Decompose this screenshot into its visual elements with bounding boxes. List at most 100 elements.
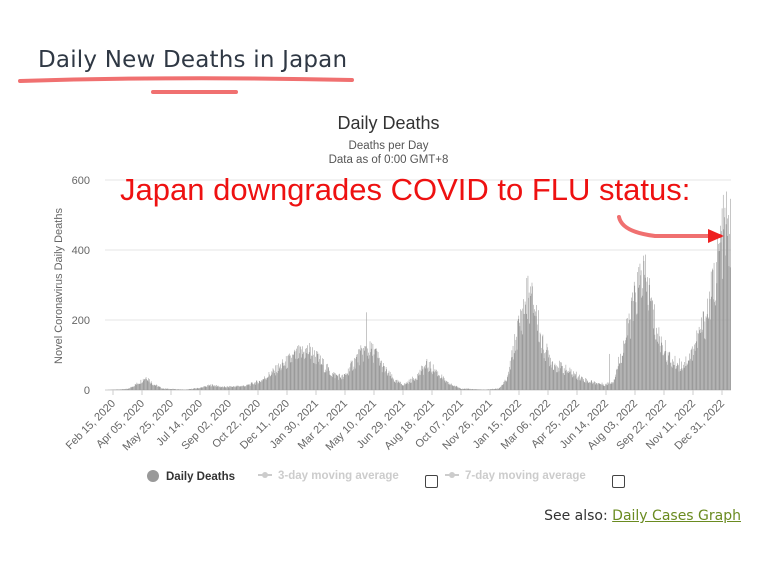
bar [605,383,607,390]
bar [634,285,636,390]
bar [534,315,536,390]
bar [514,334,516,390]
bar [160,388,162,390]
bar [503,384,504,390]
page-title: Daily New Deaths in Japan [38,47,348,73]
bar [404,384,406,390]
bar [145,378,146,390]
bar [256,380,257,390]
bar [326,371,328,390]
bar [152,384,154,390]
bar [682,368,684,390]
bar [470,388,471,390]
bar [408,384,409,390]
bar [690,358,691,390]
bar [468,388,470,390]
bar [491,389,493,390]
bar [452,385,454,390]
legend-item-7-day-average[interactable]: 7-day moving average [445,470,586,482]
bar [650,301,651,390]
bar [658,343,659,390]
bar [263,379,265,390]
bar [331,377,333,390]
bar [179,389,180,390]
bar [146,379,147,390]
bar [339,377,341,390]
bar [194,388,196,390]
bar [168,389,169,390]
bar [607,385,609,390]
legend-item-daily-deaths[interactable]: Daily Deaths [147,470,235,483]
bar [622,355,624,390]
bar [561,362,562,390]
bar [137,383,138,390]
bar [347,368,349,390]
bar [127,388,128,390]
bar [172,389,174,390]
bar [493,389,494,390]
bar [508,371,509,390]
bar [400,383,402,390]
bar [140,383,141,390]
bar [543,349,544,390]
bar [629,338,631,390]
legend-item-3-day-average[interactable]: 3-day moving average [258,470,399,482]
bar [385,367,387,390]
bar [521,310,522,390]
bar [204,386,206,390]
bar [295,358,296,390]
bar [461,388,463,390]
bar [641,297,642,390]
bar [552,369,554,390]
bar [460,388,462,390]
bar [177,389,179,390]
bar [711,296,713,390]
bar [678,371,680,390]
bar [201,387,203,390]
bar [424,366,425,390]
bar [537,330,539,390]
bar [159,386,161,390]
bar [531,282,533,390]
bar [477,389,478,390]
bar [312,354,314,390]
bar [636,313,638,390]
bar [729,267,731,390]
bar [382,366,383,390]
bar [610,383,611,390]
bar [120,389,122,390]
bar [693,354,694,390]
bar [423,367,425,390]
bar [211,386,212,390]
bar [606,384,607,390]
bar [713,262,715,390]
bar [125,388,127,390]
bar [504,379,506,390]
bar [392,378,394,390]
bar [308,354,309,390]
bar [342,374,343,390]
bar [303,352,304,390]
bar [134,386,135,390]
bar [164,388,165,390]
bar [351,362,352,390]
3-day-average-checkbox[interactable] [425,475,438,488]
bar [533,304,534,390]
bar [362,361,364,390]
bar [161,388,163,390]
bar [654,304,655,390]
bar [190,389,191,390]
bar [590,382,591,390]
bar [419,369,421,390]
bar [486,389,487,390]
bar [393,381,395,390]
bar [635,302,637,390]
bar [188,389,190,390]
bar [156,384,157,390]
bar [450,384,452,390]
7-day-average-checkbox[interactable] [612,475,625,488]
bar [560,362,561,390]
bar [714,300,716,390]
daily-cases-graph-link[interactable]: Daily Cases Graph [612,508,741,524]
bar [255,382,257,390]
